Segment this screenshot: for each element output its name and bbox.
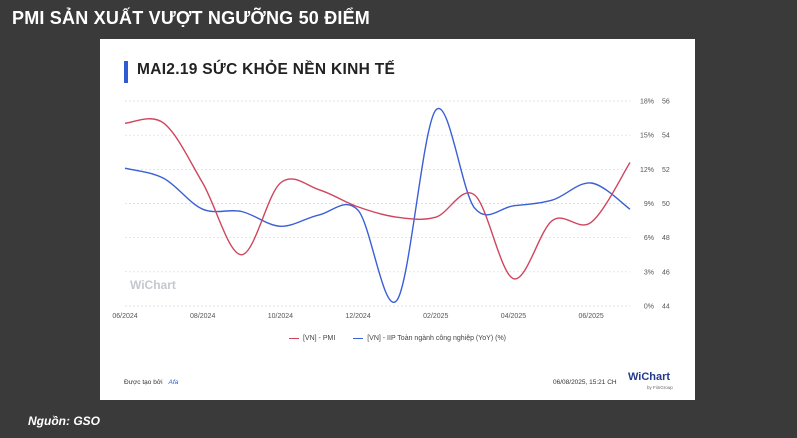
y-left-tick-label: 18%: [640, 99, 654, 106]
y-right-tick-label: 56: [662, 99, 670, 106]
y-right-tick-label: 50: [662, 201, 670, 208]
chart-title: MAI2.19 SỨC KHỎE NỀN KINH TẾ: [137, 61, 396, 78]
x-tick-label: 12/2024: [345, 313, 370, 320]
y-right-tick-label: 54: [662, 133, 670, 140]
series-lines: [124, 107, 631, 304]
page-title: PMI SẢN XUẤT VƯỢT NGƯỠNG 50 ĐIỂM: [12, 8, 371, 28]
series-line-pmi: [124, 118, 631, 280]
y-axis-right: 56 54 52 50 48 46 44: [662, 99, 670, 311]
footer-brand[interactable]: Afa: [168, 379, 179, 386]
legend-item-pmi[interactable]: [VN] - PMI: [288, 334, 336, 342]
y-left-tick-label: 6%: [644, 235, 654, 242]
x-tick-label: 08/2024: [190, 313, 215, 320]
x-tick-label: 06/2024: [112, 313, 137, 320]
wichart-logo[interactable]: WiChart: [628, 371, 671, 383]
chart-legend: [VN] - PMI [VN] - IIP Toàn ngành công ng…: [100, 334, 695, 342]
footer-credit: Được tạo bởi Afa: [124, 379, 178, 386]
y-left-tick-label: 3%: [644, 269, 654, 276]
footer-timestamp: 06/08/2025, 15:21 CH: [553, 379, 617, 386]
y-left-tick-label: 0%: [644, 304, 654, 311]
y-axis-left: 18% 15% 12% 9% 6% 3% 0%: [640, 99, 654, 311]
x-axis: 06/2024 08/2024 10/2024 12/2024 02/2025 04/20…: [112, 313, 604, 320]
chart-watermark: WiChart: [130, 278, 176, 292]
y-left-tick-label: 12%: [640, 167, 654, 174]
legend-label-pmi: [VN] - PMI: [302, 334, 336, 342]
y-right-tick-label: 46: [662, 269, 670, 276]
x-tick-label: 04/2025: [501, 313, 526, 320]
legend-item-iip[interactable]: [VN] - IIP Toàn ngành công nghiệp (YoY) …: [353, 335, 506, 342]
grid-lines: [125, 100, 630, 307]
y-right-tick-label: 48: [662, 235, 670, 242]
source-note: Nguồn: GSO: [28, 414, 100, 428]
legend-swatch-pmi: [288, 337, 299, 339]
x-tick-label: 02/2025: [423, 313, 448, 320]
chart-card: MAI2.19 SỨC KHỎE NỀN KINH TẾ WiChart 18%…: [100, 39, 695, 400]
y-right-tick-label: 52: [662, 167, 670, 174]
y-left-tick-label: 9%: [644, 201, 654, 208]
title-accent-bar: [124, 61, 128, 83]
x-tick-label: 10/2024: [268, 313, 293, 320]
footer-prefix: Được tạo bởi: [124, 379, 163, 386]
series-line-iip: [124, 107, 631, 304]
y-left-tick-label: 15%: [640, 133, 654, 140]
x-tick-label: 06/2025: [578, 313, 603, 320]
y-right-tick-label: 44: [662, 304, 670, 311]
wichart-logo-subtitle: by FiinGroup: [647, 385, 673, 390]
legend-label-iip: [VN] - IIP Toàn ngành công nghiệp (YoY) …: [367, 334, 507, 342]
chart-plot: WiChart 18% 15% 12% 9% 6% 3% 0% 56 54 52 50 48 46 44…: [112, 99, 670, 321]
legend-swatch-iip: [353, 337, 364, 339]
